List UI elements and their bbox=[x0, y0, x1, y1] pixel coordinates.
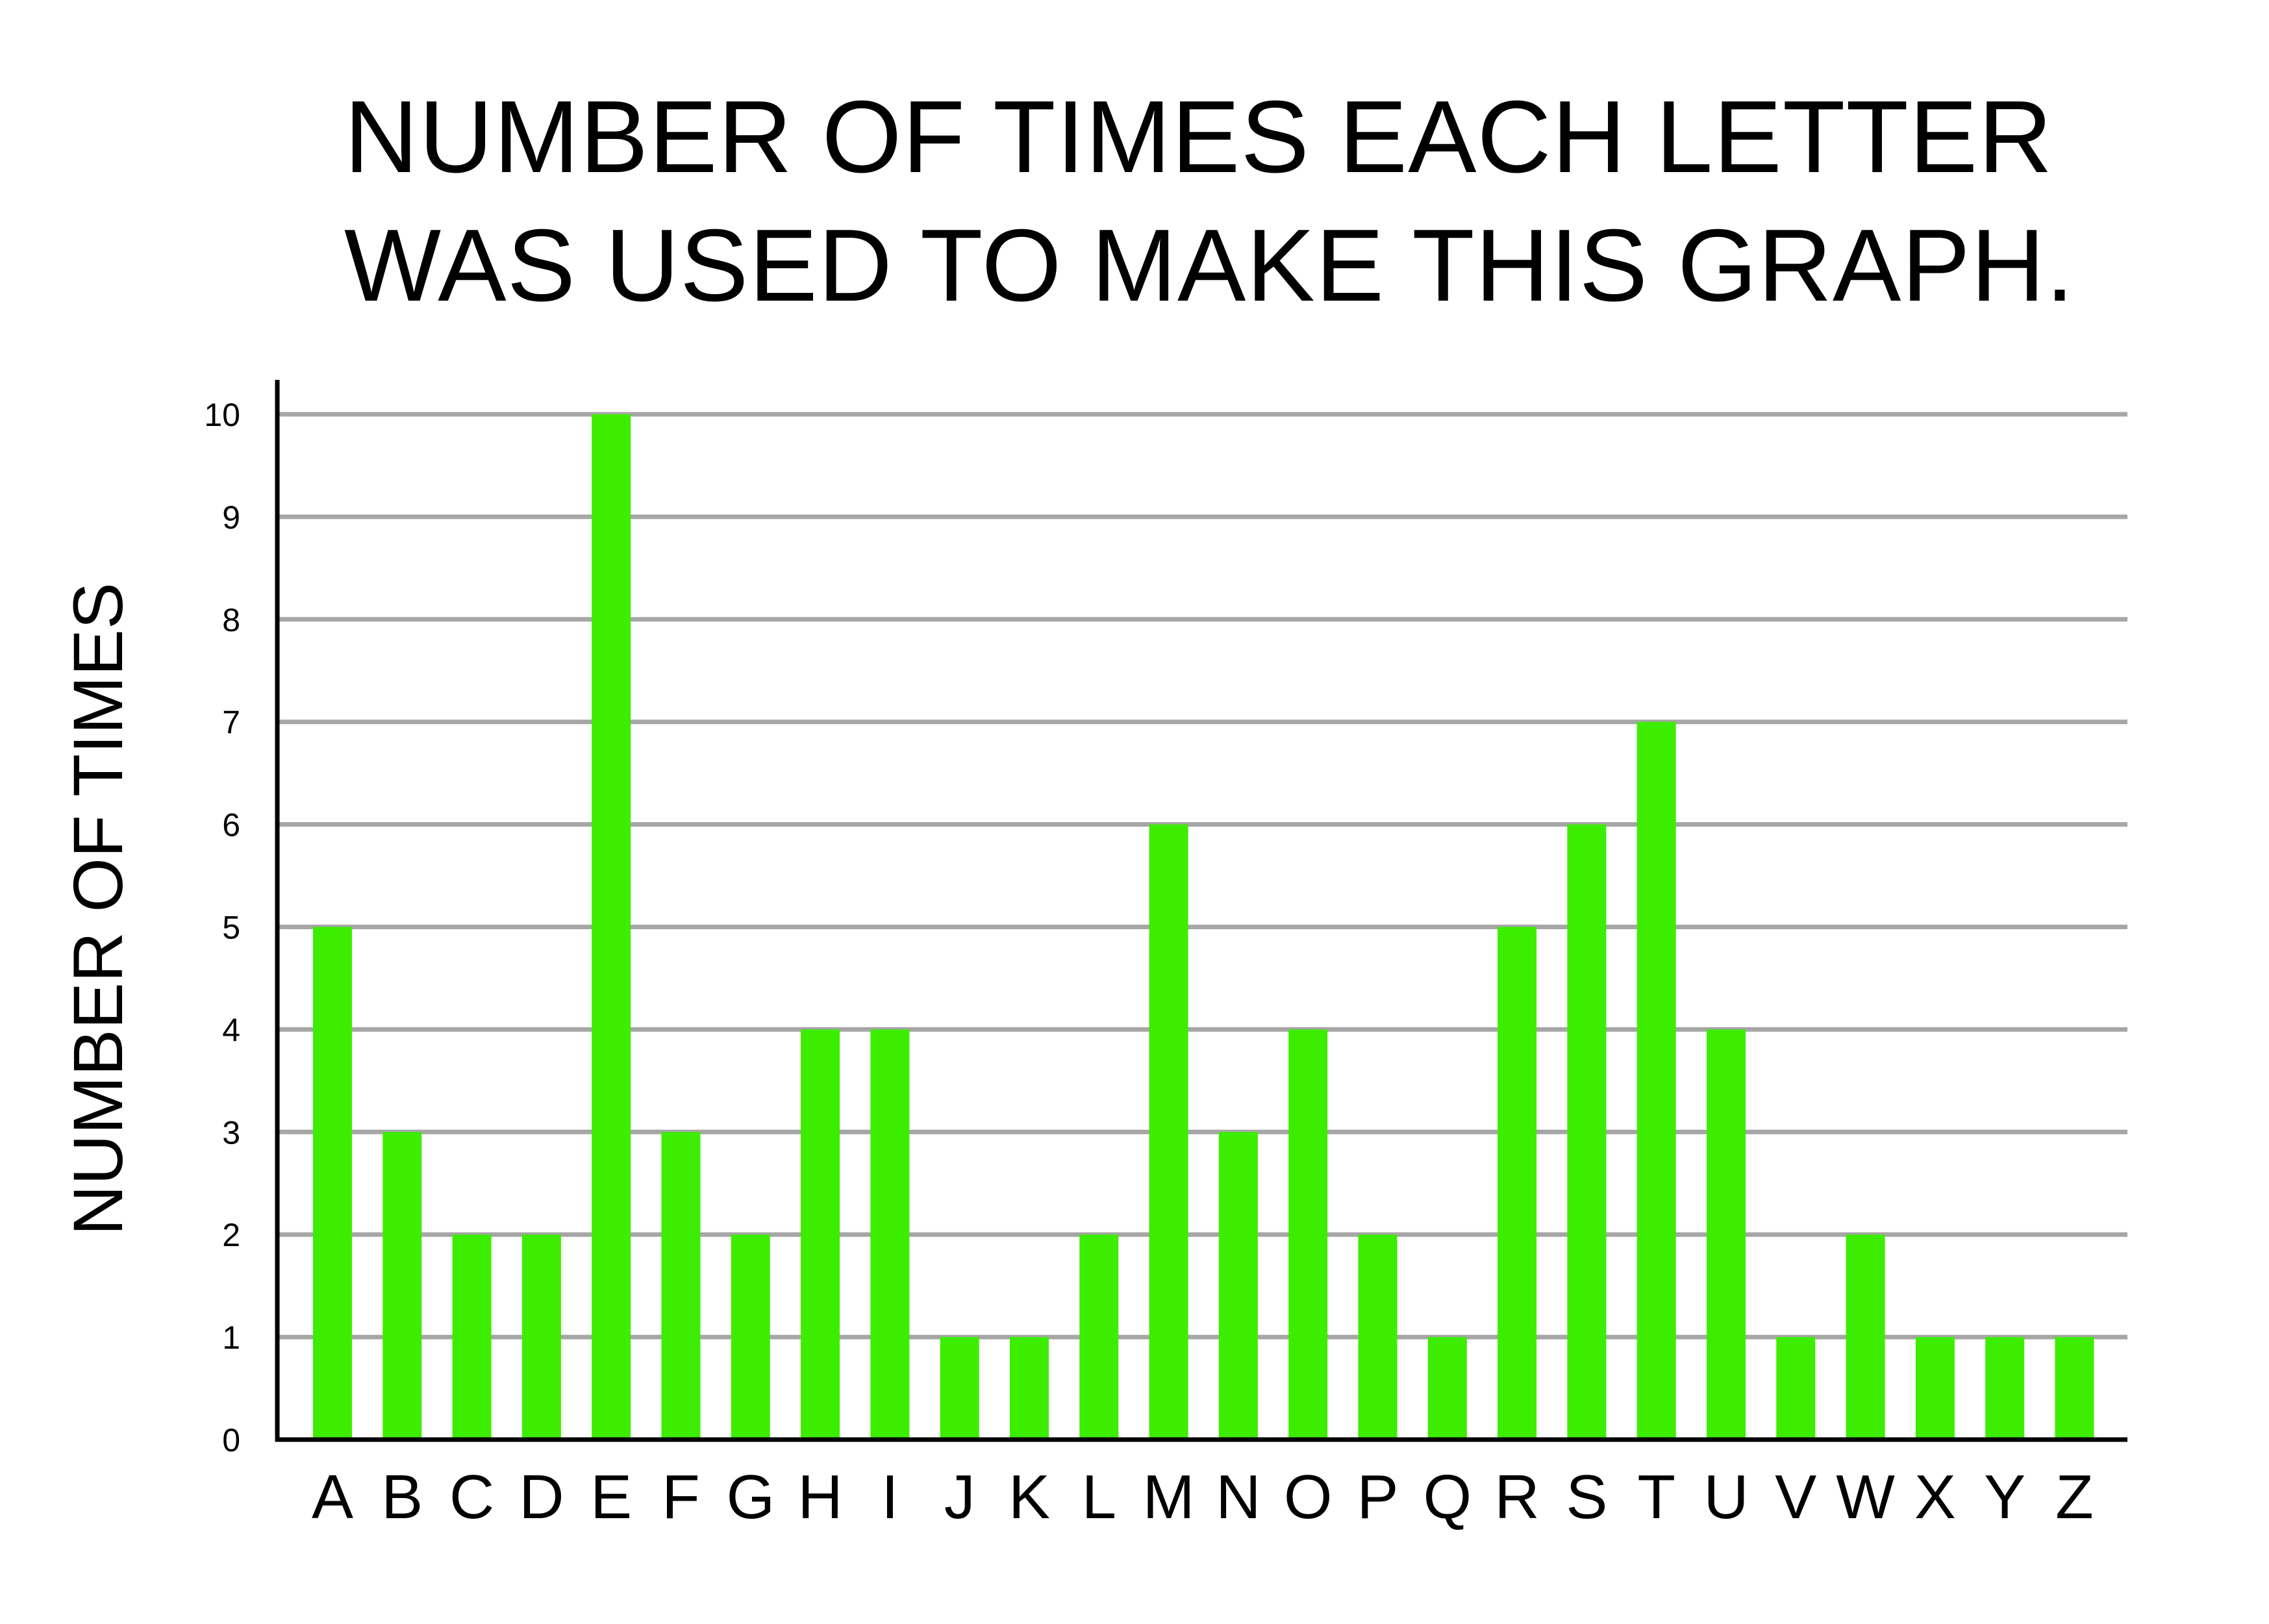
x-tick-label: C bbox=[449, 1462, 494, 1532]
x-tick-label: R bbox=[1494, 1462, 1539, 1532]
x-tick-label: O bbox=[1284, 1462, 1333, 1532]
x-tick-label: H bbox=[797, 1462, 842, 1532]
y-tick-label: 7 bbox=[222, 705, 240, 741]
bar-z bbox=[2055, 1337, 2094, 1440]
bar-h bbox=[801, 1029, 840, 1440]
gridlines bbox=[277, 412, 2127, 1340]
x-tick-label: E bbox=[590, 1462, 632, 1532]
y-tick-label: 5 bbox=[222, 910, 240, 946]
bar-r bbox=[1498, 927, 1537, 1440]
bar-l bbox=[1079, 1234, 1119, 1440]
x-tick-label: X bbox=[1914, 1462, 1956, 1532]
bar-f bbox=[661, 1132, 701, 1440]
bar-d bbox=[521, 1234, 561, 1440]
x-tick-label: T bbox=[1637, 1462, 1675, 1532]
bar-t bbox=[1636, 721, 1676, 1440]
y-tick-label: 1 bbox=[222, 1319, 240, 1356]
x-tick-label: V bbox=[1775, 1462, 1816, 1532]
x-tick-label: U bbox=[1703, 1462, 1748, 1532]
y-axis-title: NUMBER OF TIMES bbox=[58, 582, 137, 1236]
bar-k bbox=[1010, 1337, 1049, 1440]
bar-o bbox=[1288, 1029, 1328, 1440]
x-tick-label: Y bbox=[1984, 1462, 2025, 1532]
bar-b bbox=[382, 1132, 422, 1440]
x-tick-label: N bbox=[1216, 1462, 1260, 1532]
x-tick-label: G bbox=[726, 1462, 775, 1532]
x-tick-label: W bbox=[1836, 1462, 1895, 1532]
x-tick-label: B bbox=[381, 1462, 423, 1532]
bar-q bbox=[1427, 1337, 1467, 1440]
x-tick-label: A bbox=[312, 1462, 353, 1532]
bar-p bbox=[1358, 1234, 1398, 1440]
chart-title-line-2: WAS USED TO MAKE THIS GRAPH. bbox=[344, 208, 2075, 323]
bar-x bbox=[1915, 1337, 1955, 1440]
y-tick-label: 0 bbox=[222, 1422, 240, 1458]
x-tick-label: K bbox=[1009, 1462, 1050, 1532]
bar-w bbox=[1846, 1234, 1885, 1440]
bar-m bbox=[1149, 824, 1188, 1440]
bar-g bbox=[731, 1234, 770, 1440]
y-tick-label: 9 bbox=[222, 499, 240, 536]
bar-v bbox=[1776, 1337, 1816, 1440]
x-tick-label: M bbox=[1143, 1462, 1195, 1532]
x-tick-label: F bbox=[662, 1462, 700, 1532]
x-tick-label: L bbox=[1082, 1462, 1116, 1532]
bar-c bbox=[452, 1234, 492, 1440]
bar-a bbox=[313, 927, 352, 1440]
bar-e bbox=[592, 414, 631, 1440]
x-tick-label: I bbox=[881, 1462, 899, 1532]
y-tick-labels: 0 1 2 3 4 5 6 7 8 9 10 bbox=[204, 397, 240, 1458]
x-tick-label: J bbox=[944, 1462, 975, 1532]
x-tick-label: Z bbox=[2055, 1462, 2094, 1532]
bar-n bbox=[1218, 1132, 1258, 1440]
y-tick-label: 8 bbox=[222, 602, 240, 638]
x-tick-label: S bbox=[1566, 1462, 1607, 1532]
x-tick-label: D bbox=[519, 1462, 564, 1532]
y-tick-label: 3 bbox=[222, 1114, 240, 1151]
bars bbox=[313, 414, 2094, 1440]
bar-s bbox=[1567, 824, 1607, 1440]
axes bbox=[275, 380, 2127, 1442]
chart-title-line-1: NUMBER OF TIMES EACH LETTER bbox=[344, 80, 2053, 194]
bar-u bbox=[1707, 1029, 1746, 1440]
y-tick-label: 2 bbox=[222, 1217, 240, 1253]
x-tick-label: Q bbox=[1423, 1462, 1472, 1532]
y-tick-label: 4 bbox=[222, 1012, 240, 1048]
y-tick-label: 6 bbox=[222, 807, 240, 843]
bar-j bbox=[940, 1337, 979, 1440]
x-tick-label: P bbox=[1357, 1462, 1398, 1532]
bar-i bbox=[870, 1029, 910, 1440]
y-tick-label: 10 bbox=[204, 397, 240, 433]
bar-y bbox=[1985, 1337, 2025, 1440]
